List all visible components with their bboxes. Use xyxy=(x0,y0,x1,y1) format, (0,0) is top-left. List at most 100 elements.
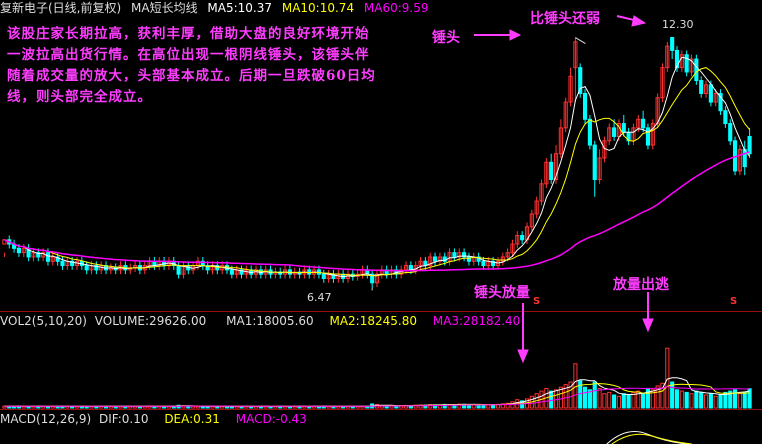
volume-bar xyxy=(713,395,718,409)
volume-bar xyxy=(597,388,602,409)
volume-escape-label: 放量出逃 xyxy=(613,277,669,293)
volume-bar xyxy=(737,393,742,409)
dea-line xyxy=(611,433,692,444)
kline-title: 复新电子(日线,前复权) xyxy=(0,1,122,15)
volume-bar xyxy=(500,403,505,409)
volume-bar xyxy=(486,404,491,409)
candle-body xyxy=(539,183,544,202)
candle-body xyxy=(553,153,559,181)
volume-bar xyxy=(660,382,665,409)
volume-bar xyxy=(592,381,597,409)
dif-label: DIF:0.10 xyxy=(98,412,149,426)
ma60-line xyxy=(4,151,750,272)
volume-bar xyxy=(505,402,510,409)
candle-body xyxy=(612,127,617,137)
volume-bar xyxy=(616,395,622,409)
candle-body xyxy=(708,84,713,103)
kline-header: 复新电子(日线,前复权) MA短长均线 MA5:10.37 MA10:10.74… xyxy=(0,0,435,16)
candle-body xyxy=(582,92,588,120)
volume-bar xyxy=(689,393,694,409)
candle-body xyxy=(418,260,423,267)
candle-body xyxy=(674,49,680,69)
candle-body xyxy=(500,256,505,262)
volume-panel xyxy=(2,347,752,409)
candle-body xyxy=(592,144,597,181)
high-marker-line xyxy=(575,37,586,44)
volume-bar xyxy=(553,389,559,409)
vol-ma2-label: MA2:18245.80 xyxy=(329,314,417,328)
volume-bar xyxy=(703,394,709,409)
dif-line xyxy=(606,431,687,444)
candle-body xyxy=(694,58,699,82)
candle-body xyxy=(568,75,573,103)
candle-body xyxy=(432,256,438,262)
candle-body xyxy=(650,123,655,146)
volume-bar xyxy=(587,389,592,409)
candle-body xyxy=(16,247,22,254)
volume-bar xyxy=(742,391,747,409)
candle-body xyxy=(529,213,534,228)
hammer-arrow-head xyxy=(509,29,522,41)
candle-body xyxy=(374,273,380,284)
candle-body xyxy=(70,260,75,267)
volume-bar xyxy=(558,386,563,409)
candle-body xyxy=(607,127,612,142)
sell-marker-2: S xyxy=(730,296,738,307)
hammer-volume-label: 锤头放量 xyxy=(474,285,530,301)
macd-title: MACD(12,26,9) xyxy=(0,412,92,426)
candle-body xyxy=(21,247,26,254)
volume-bar xyxy=(621,393,626,409)
volume-bar xyxy=(650,389,655,409)
candle-body xyxy=(558,127,563,155)
candle-body xyxy=(679,54,684,69)
candle-body xyxy=(45,252,51,262)
volume-bar xyxy=(670,381,675,409)
hammer-label: 锤头 xyxy=(432,30,460,46)
candle-body xyxy=(491,260,496,267)
candle-body xyxy=(578,67,583,94)
candle-body xyxy=(428,256,433,267)
weaker-label: 比锤头还弱 xyxy=(530,11,600,27)
vol-ma3-line xyxy=(4,386,750,407)
volume-bar xyxy=(582,386,588,409)
candle-body xyxy=(239,269,244,275)
candle-body xyxy=(437,256,442,262)
ma10-label: MA10:10.74 xyxy=(281,1,355,15)
candle-body xyxy=(457,252,462,258)
sell-marker-1: S xyxy=(533,296,541,307)
candle-body xyxy=(321,273,326,279)
volume-bar xyxy=(723,391,728,409)
candle-body xyxy=(36,252,41,258)
candle-body xyxy=(510,243,515,254)
volume-bar xyxy=(728,390,733,409)
candle-body xyxy=(703,84,709,94)
candle-body xyxy=(587,118,592,146)
vol-ma3-label: MA3:28182.40 xyxy=(432,314,521,328)
candle-body xyxy=(94,265,99,271)
volume-bar xyxy=(699,391,704,409)
candle-body xyxy=(660,67,665,99)
candle-body xyxy=(636,118,641,129)
candle-body xyxy=(563,101,568,129)
candle-body xyxy=(452,252,457,258)
annotation-arrows xyxy=(474,15,654,364)
volume-bar xyxy=(641,393,646,409)
candle-body xyxy=(718,92,723,112)
volume-bar xyxy=(612,394,617,409)
candle-body xyxy=(60,260,65,267)
volume-header: VOL2(5,10,20) VOLUME:29626.00 MA1:18005.… xyxy=(0,313,526,329)
candle-body xyxy=(655,97,660,125)
volume-bar xyxy=(568,381,573,409)
ma10-line xyxy=(4,67,750,277)
candle-body xyxy=(515,234,520,245)
candle-body xyxy=(370,273,375,284)
volume-bar xyxy=(636,390,641,409)
candle-body xyxy=(481,260,486,267)
volume-bar xyxy=(563,384,568,409)
volume-bar xyxy=(732,389,738,409)
candle-body xyxy=(670,37,675,51)
volume-bar xyxy=(674,389,680,409)
escape-volume-arrow-head xyxy=(642,318,654,333)
candle-body xyxy=(645,127,651,146)
volume-bar xyxy=(708,393,713,409)
